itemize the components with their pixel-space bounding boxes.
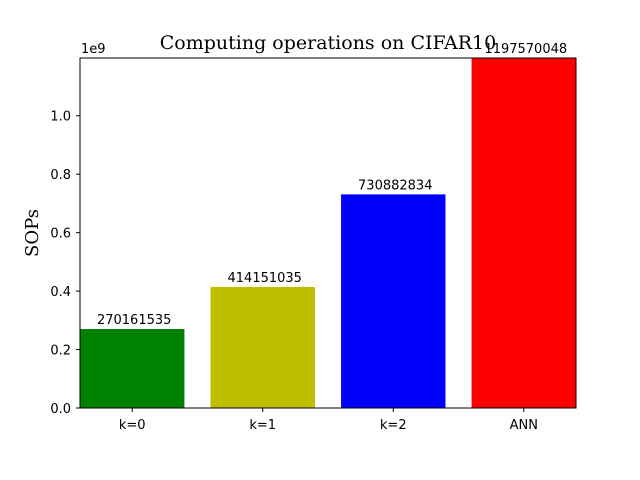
x-tick-label-k=0: k=0 [119, 418, 146, 433]
x-tick-label-k=2: k=2 [380, 418, 407, 433]
y-tick-label-0.2: 0.2 [50, 344, 71, 359]
x-tick-label-k=1: k=1 [249, 418, 276, 433]
plot-frame [79, 57, 577, 409]
y-tick-label-1.0: 1.0 [50, 110, 71, 125]
y-tick-label-0.8: 0.8 [50, 168, 71, 183]
x-tick-label-ANN: ANN [510, 418, 538, 433]
bar-k=1 [210, 286, 315, 408]
y-tick-label-0.0: 0.0 [50, 402, 71, 417]
y-tick-label-0.4: 0.4 [50, 285, 71, 300]
y-axis-offset-label: 1e9 [81, 42, 106, 57]
bar-k=2 [341, 194, 446, 408]
data-label-k=0: 270161535 [97, 313, 171, 328]
bar-ANN [471, 58, 576, 408]
data-labels-group: 270161535 414151035 730882834 1197570048 [97, 42, 567, 328]
x-axis: k=0 k=1 k=2 ANN [119, 408, 538, 433]
data-label-ANN: 1197570048 [484, 42, 567, 57]
bar-k=0 [80, 329, 185, 408]
y-tick-label-0.6: 0.6 [50, 227, 71, 242]
y-axis-label: SOPs [22, 209, 43, 257]
data-label-k=1: 414151035 [228, 271, 302, 286]
bars-group [80, 58, 576, 408]
y-axis: 0.0 0.2 0.4 0.6 0.8 1.0 [50, 110, 80, 417]
chart-title: Computing operations on CIFAR10 [160, 32, 496, 54]
data-label-k=2: 730882834 [358, 178, 432, 193]
